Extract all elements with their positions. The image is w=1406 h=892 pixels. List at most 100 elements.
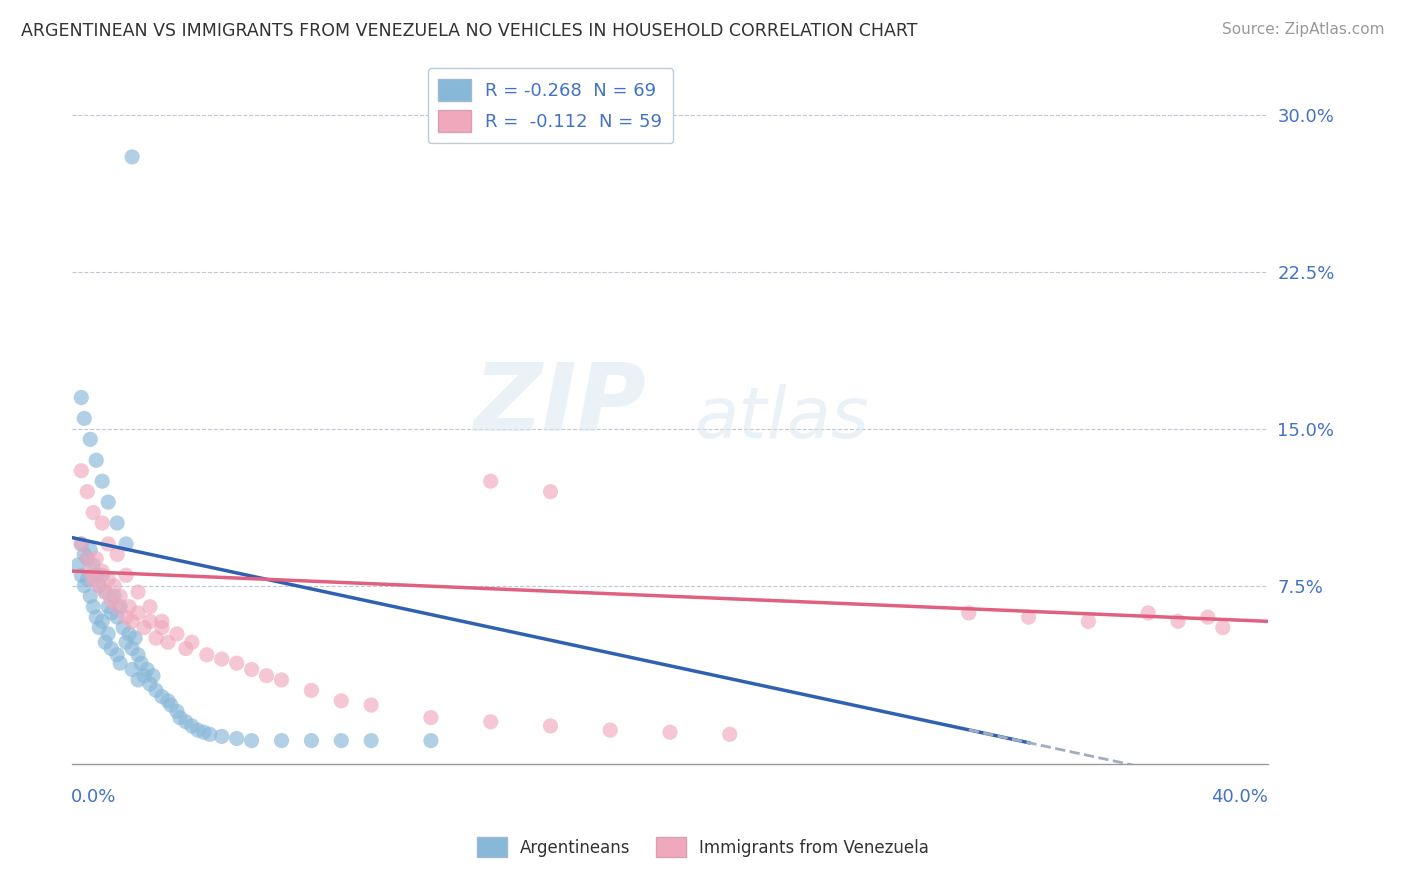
Point xyxy=(76,551,98,566)
Point xyxy=(67,558,90,572)
Point xyxy=(108,599,131,614)
Point xyxy=(108,656,131,670)
Legend: Argentineans, Immigrants from Venezuela: Argentineans, Immigrants from Venezuela xyxy=(471,830,935,864)
Point xyxy=(270,673,292,687)
Point xyxy=(360,733,382,747)
Text: ARGENTINEAN VS IMMIGRANTS FROM VENEZUELA NO VEHICLES IN HOUSEHOLD CORRELATION CH: ARGENTINEAN VS IMMIGRANTS FROM VENEZUELA… xyxy=(21,22,918,40)
Point xyxy=(76,573,98,587)
Point xyxy=(100,641,122,656)
Point xyxy=(150,615,173,629)
Point xyxy=(79,564,101,578)
Point xyxy=(957,606,980,620)
Point xyxy=(156,694,179,708)
Point xyxy=(129,656,152,670)
Point xyxy=(240,733,263,747)
Point xyxy=(79,433,101,447)
Point xyxy=(139,615,162,629)
Point xyxy=(1077,615,1099,629)
Point xyxy=(145,683,167,698)
Point xyxy=(89,579,111,593)
Point xyxy=(139,677,162,691)
Point xyxy=(169,710,191,724)
Point xyxy=(299,683,322,698)
Point xyxy=(160,698,183,712)
Point xyxy=(127,673,149,687)
Point xyxy=(97,627,120,641)
Point xyxy=(94,585,117,599)
Point xyxy=(211,652,233,666)
Point xyxy=(73,548,96,562)
Point xyxy=(100,593,122,607)
Point xyxy=(299,733,322,747)
Point xyxy=(540,484,562,499)
Point xyxy=(1167,615,1189,629)
Point xyxy=(150,621,173,635)
Point xyxy=(240,663,263,677)
Point xyxy=(195,648,218,662)
Point xyxy=(540,719,562,733)
Text: 0.0%: 0.0% xyxy=(72,788,117,805)
Point xyxy=(174,714,197,729)
Point xyxy=(112,621,135,635)
Point xyxy=(121,663,143,677)
Point xyxy=(139,599,162,614)
Point xyxy=(330,694,353,708)
Point xyxy=(73,411,96,425)
Point xyxy=(105,599,128,614)
Point xyxy=(70,537,93,551)
Point xyxy=(270,733,292,747)
Point xyxy=(73,579,96,593)
Point xyxy=(225,731,247,746)
Point xyxy=(79,589,101,603)
Point xyxy=(105,516,128,530)
Text: atlas: atlas xyxy=(695,384,869,453)
Point xyxy=(121,615,143,629)
Point xyxy=(166,627,188,641)
Point xyxy=(1197,610,1219,624)
Point xyxy=(156,635,179,649)
Point xyxy=(599,723,621,738)
Point xyxy=(76,551,98,566)
Point xyxy=(76,484,98,499)
Point xyxy=(115,610,138,624)
Point xyxy=(70,391,93,405)
Point xyxy=(108,589,131,603)
Point xyxy=(659,725,682,739)
Point xyxy=(89,621,111,635)
Point xyxy=(103,589,125,603)
Point xyxy=(115,537,138,551)
Point xyxy=(84,551,107,566)
Point xyxy=(479,474,502,488)
Point xyxy=(166,704,188,718)
Point xyxy=(118,627,141,641)
Point xyxy=(97,599,120,614)
Point xyxy=(70,464,93,478)
Point xyxy=(91,615,114,629)
Point xyxy=(121,150,143,164)
Point xyxy=(94,585,117,599)
Point xyxy=(479,714,502,729)
Point xyxy=(84,610,107,624)
Point xyxy=(150,690,173,704)
Point xyxy=(193,725,215,739)
Point xyxy=(97,573,120,587)
Point xyxy=(1018,610,1040,624)
Point xyxy=(97,495,120,509)
Point xyxy=(105,610,128,624)
Point xyxy=(198,727,221,741)
Point xyxy=(103,579,125,593)
Point xyxy=(419,710,441,724)
Point xyxy=(70,568,93,582)
Point xyxy=(127,606,149,620)
Point xyxy=(132,621,155,635)
Point xyxy=(84,568,107,582)
Point xyxy=(105,648,128,662)
Point xyxy=(97,537,120,551)
Point xyxy=(91,516,114,530)
Point xyxy=(82,506,104,520)
Point xyxy=(127,648,149,662)
Point xyxy=(105,548,128,562)
Point xyxy=(82,558,104,572)
Point xyxy=(91,564,114,578)
Point xyxy=(91,474,114,488)
